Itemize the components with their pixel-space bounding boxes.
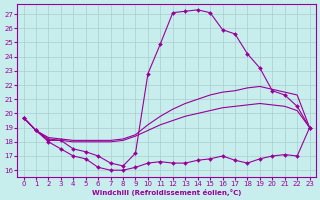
X-axis label: Windchill (Refroidissement éolien,°C): Windchill (Refroidissement éolien,°C) (92, 189, 241, 196)
